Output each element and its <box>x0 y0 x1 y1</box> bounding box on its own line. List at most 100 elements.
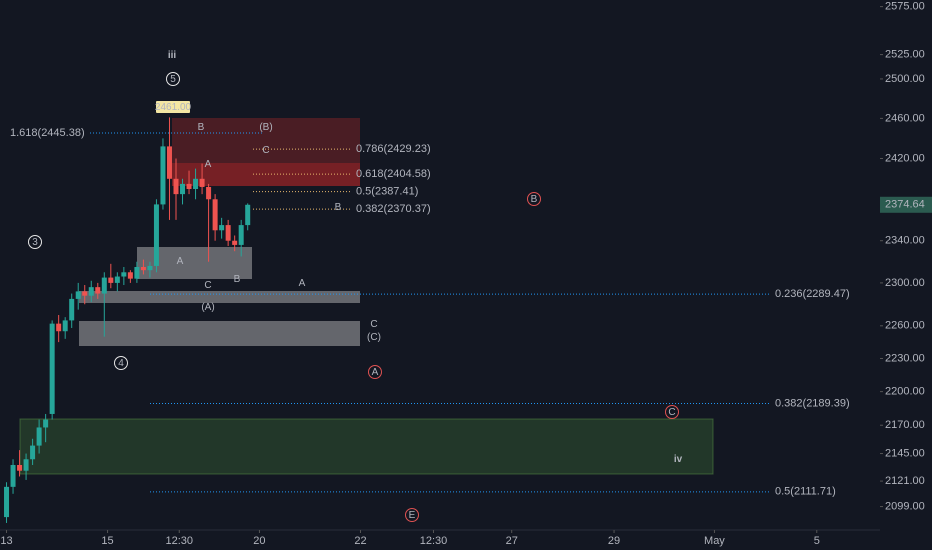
candle-body <box>245 204 251 226</box>
x-tick-label: 27 <box>506 535 518 547</box>
wave-label: A <box>372 367 379 378</box>
candle-body <box>95 287 101 294</box>
circle-marker <box>368 365 382 379</box>
candle-body <box>43 419 49 428</box>
x-tick-label: 12:30 <box>420 535 448 547</box>
wave-label: C <box>370 319 377 330</box>
candle-body <box>160 146 166 205</box>
y-tick-label: 2260.00 <box>885 320 925 332</box>
last-price-tag <box>880 196 932 213</box>
y-tick-label: 2170.00 <box>885 419 925 431</box>
x-tick-label: 29 <box>608 535 620 547</box>
fib-label: 1.618(2445.38) <box>10 127 85 139</box>
fib-label: 0.382(2370.37) <box>356 203 431 215</box>
x-tick-label: 12:30 <box>165 535 193 547</box>
candle-body <box>134 266 140 279</box>
candle-body <box>140 266 146 271</box>
candle-body <box>121 272 127 277</box>
circle-marker <box>28 235 42 249</box>
wave-label: C <box>204 280 211 291</box>
y-tick-label: 2525.00 <box>885 49 925 61</box>
candle-body <box>69 298 75 321</box>
candle-body <box>193 178 199 190</box>
wave-label: A <box>177 256 184 267</box>
candle-body <box>88 287 94 296</box>
candle-body <box>219 225 225 231</box>
candle-body <box>49 323 55 414</box>
x-tick-label: 5 <box>814 535 820 547</box>
wave-label: B <box>198 122 205 133</box>
candle-body <box>206 186 212 200</box>
last-price-label: 2374.64 <box>885 199 925 211</box>
y-tick-label: 2420.00 <box>885 152 925 164</box>
candle-body <box>36 427 42 446</box>
wave-label: C <box>262 145 269 156</box>
fib-label: 0.382(2189.39) <box>775 397 850 409</box>
y-tick-label: 2460.00 <box>885 112 925 124</box>
candle-body <box>17 464 23 471</box>
candle-body <box>56 323 62 332</box>
y-tick-label: 2121.00 <box>885 475 925 487</box>
wave-label: (C) <box>367 332 381 343</box>
wave-label: B <box>234 274 241 285</box>
fib-label: 0.5(2387.41) <box>356 186 418 198</box>
candle-body <box>173 178 179 195</box>
wave-label: 2461.00 <box>155 102 192 113</box>
zone <box>79 321 360 346</box>
wave-label: 3 <box>32 237 38 248</box>
wave-label: B <box>531 194 538 205</box>
x-tick-label: 15 <box>101 535 113 547</box>
circle-marker <box>665 405 679 419</box>
candle-body <box>127 272 133 279</box>
y-tick-label: 2145.00 <box>885 447 925 459</box>
y-tick-label: 2230.00 <box>885 352 925 364</box>
circle-marker <box>166 72 180 86</box>
wave-label: (A) <box>201 302 214 313</box>
x-tick-label: 22 <box>354 535 366 547</box>
wave-label: A <box>205 159 212 170</box>
y-tick-label: 2575.00 <box>885 1 925 13</box>
candle-body <box>101 277 107 294</box>
candle-body <box>186 183 192 190</box>
candle-body <box>238 225 244 245</box>
y-tick-label: 2200.00 <box>885 386 925 398</box>
fib-label: 0.236(2289.47) <box>775 288 850 300</box>
candle-body <box>199 178 205 187</box>
candle-body <box>147 265 153 271</box>
y-tick-label: 2500.00 <box>885 73 925 85</box>
wave-label: A <box>299 278 306 289</box>
wave-label: 4 <box>118 358 124 369</box>
candle-body <box>232 240 238 245</box>
candle-body <box>10 464 16 487</box>
candle-body <box>180 183 186 195</box>
wave-label: iv <box>674 454 683 465</box>
candle-body <box>225 225 231 241</box>
wave-label: C <box>668 407 675 418</box>
y-tick-label: 2099.00 <box>885 500 925 512</box>
y-tick-label: 2340.00 <box>885 235 925 247</box>
candle-body <box>30 445 36 460</box>
circle-marker <box>405 508 419 522</box>
candle-body <box>23 459 29 471</box>
x-tick-label: 13 <box>0 535 12 547</box>
fib-label: 0.618(2404.58) <box>356 168 431 180</box>
wave-label: B <box>335 202 342 213</box>
candle-body <box>4 486 10 518</box>
x-tick-label: May <box>704 535 725 547</box>
fib-label: 0.786(2429.23) <box>356 143 431 155</box>
wave-label: E <box>409 510 416 521</box>
candle-body <box>82 291 88 296</box>
fib-label: 0.5(2111.71) <box>775 486 836 498</box>
candle-body <box>114 276 120 283</box>
candle-body <box>108 277 114 283</box>
demand-zone <box>19 418 714 475</box>
circle-marker <box>114 356 128 370</box>
candle-body <box>75 291 81 299</box>
y-tick-label: 2300.00 <box>885 277 925 289</box>
x-tick-label: 20 <box>253 535 265 547</box>
supply-zone <box>172 118 360 186</box>
zone <box>79 291 360 303</box>
price-axis <box>880 0 932 550</box>
price-tag <box>156 101 190 113</box>
